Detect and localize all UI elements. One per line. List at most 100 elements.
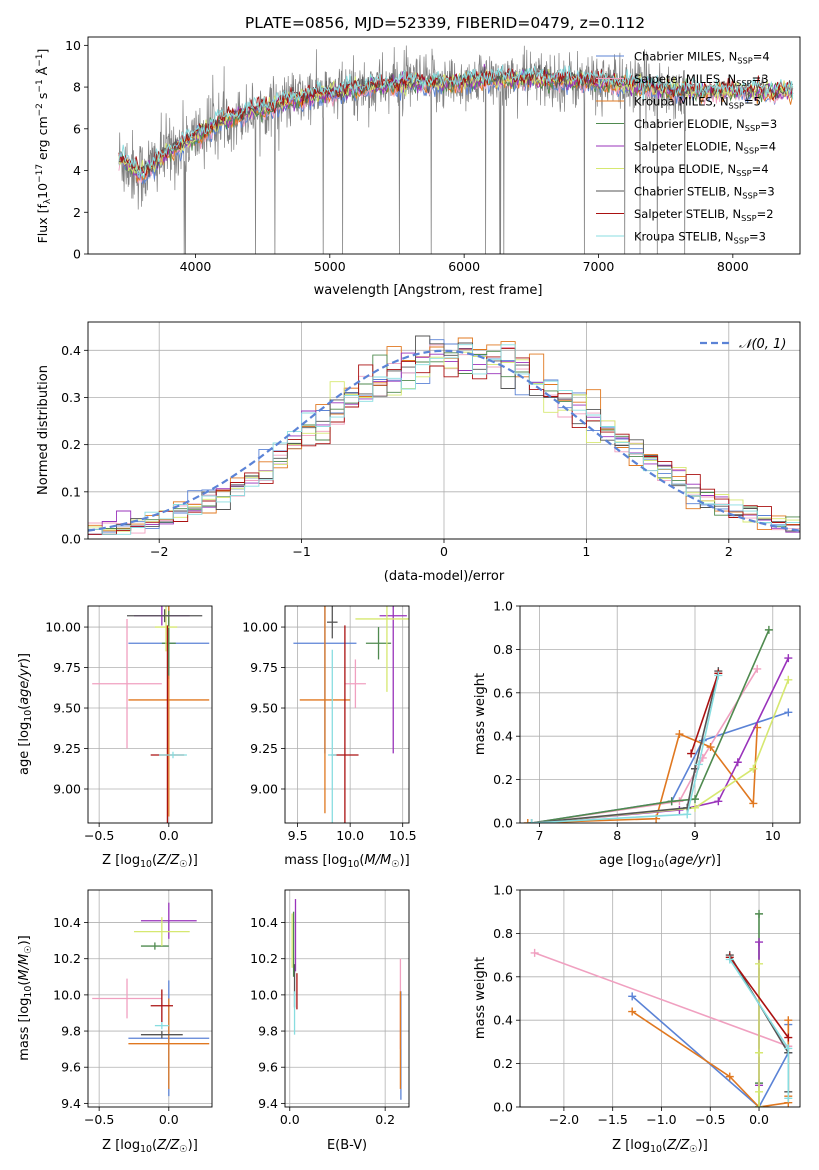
weight-marker	[755, 909, 764, 918]
axes-border	[87, 889, 213, 1108]
spectrum-panel: 4000 5000 6000 7000 8000 0 2 4 6 8 10 wavelength [A…	[35, 36, 801, 298]
y-axis-label: Normed distribution	[36, 365, 51, 495]
plot-area	[523, 625, 793, 823]
y-tick-label: 0.6	[493, 969, 513, 984]
weight-marker	[784, 708, 793, 717]
plot-area	[92, 902, 210, 1097]
y-tick-label: 0.4	[493, 1013, 513, 1028]
legend-entry: Chabrier MILES, NSSP=4	[634, 50, 770, 66]
axes-frame: −2 −1 0 1 2 0.0 0.1 0.2 0.3 0.4	[61, 321, 801, 559]
legend-entry: Salpeter STELIB, NSSP=2	[634, 207, 774, 223]
weight-series	[690, 673, 720, 754]
y-tick-label: 0	[73, 247, 81, 262]
y-tick-label: 8	[73, 80, 81, 95]
x-tick-label: 8000	[717, 259, 749, 274]
plot-area	[530, 909, 793, 1107]
y-tick-label: 10.2	[250, 951, 278, 966]
y-tick-label: 9.00	[53, 781, 81, 796]
y-tick-label: 0.4	[493, 729, 513, 744]
y-tick-label: 0.6	[493, 685, 513, 700]
y-tick-label: 10.00	[45, 620, 81, 635]
x-axis-label: (data-model)/error	[384, 569, 505, 584]
x-tick-label: 7000	[583, 259, 615, 274]
weight-marker	[523, 819, 532, 823]
x-axis-label: mass [log10(M/M☉)]	[284, 853, 410, 870]
axes-frame: 7 8 9 10 0.0 0.2 0.4 0.6 0.8 1.0	[493, 599, 801, 843]
x-tick-label: 10	[765, 828, 781, 843]
weight-marker	[755, 1087, 764, 1096]
y-tick-label: 0.8	[493, 642, 513, 657]
x-tick-label: −2	[150, 544, 168, 559]
histogram-series	[88, 344, 800, 535]
x-axis-label: Z [log10(Z/Z☉)]	[612, 1138, 708, 1155]
weight-series	[534, 952, 789, 1047]
x-tick-label: −2.0	[549, 1112, 579, 1127]
y-tick-label: 9.6	[61, 1060, 81, 1075]
weight-marker	[755, 959, 764, 968]
weight-marker	[755, 1103, 764, 1107]
x-tick-label: −1.0	[646, 1112, 676, 1127]
y-tick-label: 10.00	[242, 620, 278, 635]
y-tick-label: 9.4	[258, 1096, 278, 1111]
weight-series	[531, 668, 758, 823]
weight-marker	[683, 810, 692, 819]
x-tick-label: 0.0	[159, 828, 179, 843]
axes-border	[284, 889, 410, 1108]
weight-marker	[725, 1072, 734, 1081]
y-tick-label: 9.8	[61, 1024, 81, 1039]
y-tick-label: 0.2	[493, 772, 513, 787]
y-tick-label: 0.0	[61, 532, 81, 547]
mass-vs-ebv-panel: 0.0 0.2 9.4 9.6 9.8 10.0 10.2 10.4 E(B-V)	[250, 889, 410, 1153]
x-tick-label: −0.5	[695, 1112, 725, 1127]
model-spectrum	[118, 64, 794, 179]
y-tick-label: 10.4	[53, 915, 81, 930]
weight-marker	[784, 654, 793, 663]
plot-area	[293, 606, 409, 823]
x-tick-label: 2	[725, 544, 733, 559]
weight-marker	[667, 797, 676, 806]
weight-marker	[749, 799, 758, 808]
weight-marker	[755, 1048, 764, 1057]
x-tick-label: 0.0	[280, 1112, 300, 1127]
axes-border	[519, 889, 801, 1108]
weight-marker	[530, 948, 539, 957]
y-tick-label: 9.00	[250, 781, 278, 796]
weight-marker	[714, 671, 723, 680]
axes-frame: −0.5 0.0 9.4 9.6 9.8 10.0 10.2 10.4	[53, 889, 213, 1127]
histogram-series	[88, 351, 800, 532]
x-axis-label: Z [log10(Z/Z☉)]	[102, 1138, 198, 1155]
y-tick-label: 9.25	[53, 741, 81, 756]
y-axis-label: Flux [fλ10−17 erg cm−2 s−1 Å−1]	[35, 49, 53, 244]
weight-marker	[527, 819, 536, 823]
x-tick-label: 5000	[314, 259, 346, 274]
weight-series	[729, 956, 789, 1039]
y-tick-label: 10	[65, 38, 81, 53]
axes-border	[284, 605, 410, 824]
legend-entry: Kroupa STELIB, NSSP=3	[634, 230, 766, 246]
weight-marker	[753, 664, 762, 673]
mass-weight-vs-age-panel: 7 8 9 10 0.0 0.2 0.4 0.6 0.8 1.0 age [log10(age/yr…	[473, 599, 801, 870]
legend: Chabrier MILES, NSSP=4 Salpeter MILES, NS…	[596, 50, 777, 246]
y-axis-label: mass [log10(M/M☉)]	[17, 935, 34, 1061]
y-tick-label: 9.6	[258, 1060, 278, 1075]
plot-area	[291, 899, 402, 1100]
weight-marker	[784, 1094, 793, 1103]
mass-vs-Z-panel: −0.5 0.0 9.4 9.6 9.8 10.0 10.2 10.4 Z [log10(Z/Z…	[17, 889, 213, 1155]
weight-marker	[784, 1033, 793, 1042]
y-tick-label: 0.2	[61, 437, 81, 452]
plot-area	[92, 606, 210, 823]
x-tick-label: −1.5	[598, 1112, 628, 1127]
x-tick-label: 8	[613, 828, 621, 843]
legend-entry: Chabrier STELIB, NSSP=3	[634, 185, 775, 201]
x-tick-label: 1	[582, 544, 590, 559]
legend-entry: Salpeter MILES, NSSP=3	[634, 72, 769, 88]
y-tick-label: 9.50	[53, 701, 81, 716]
weight-marker	[784, 675, 793, 684]
y-tick-label: 9.50	[250, 701, 278, 716]
axes-border	[87, 36, 801, 255]
axes-border	[87, 605, 213, 824]
y-tick-label: 0.3	[61, 390, 81, 405]
x-tick-label: 0.0	[749, 1112, 769, 1127]
y-tick-label: 9.75	[53, 660, 81, 675]
axes-frame: −2.0 −1.5 −1.0 −0.5 0.0 0.0 0.2 0.4 0.6 0.8 1.0	[493, 883, 801, 1127]
